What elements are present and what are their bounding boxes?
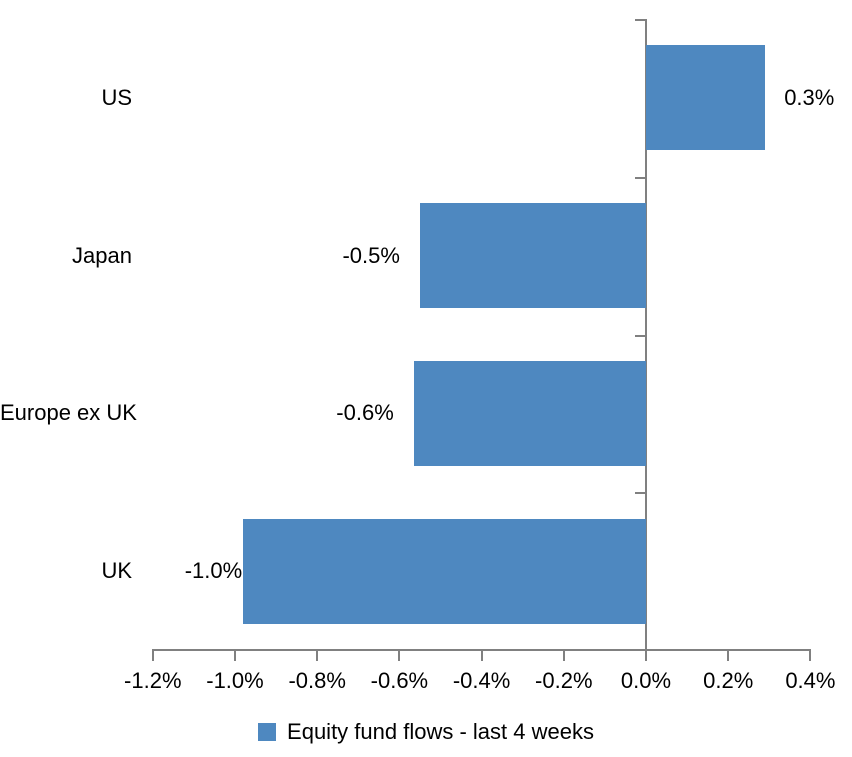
value-axis-tick [234, 649, 236, 661]
legend-label: Equity fund flows - last 4 weeks [287, 719, 594, 744]
data-label-europe-ex-uk: -0.6% [336, 400, 394, 426]
value-axis-tick [398, 649, 401, 661]
category-axis-tick [635, 334, 645, 337]
legend-marker-square [258, 723, 277, 741]
bar-japan [419, 203, 646, 309]
category-label-uk: UK [101, 558, 132, 584]
axis-tick-label: -1.0% [206, 668, 264, 693]
data-label-us: 0.3% [784, 84, 835, 110]
data-label-uk: -1.0% [184, 558, 243, 584]
bar-uk [243, 518, 646, 624]
category-axis-tick [635, 19, 645, 21]
category-axis-line [645, 19, 647, 652]
axis-tick-label: 0.0% [620, 668, 672, 693]
value-axis-tick [727, 649, 730, 661]
axis-tick-label: -0.6% [370, 668, 429, 693]
axis-tick-label: -0.4% [452, 668, 511, 693]
axis-tick-label: -0.8% [288, 668, 346, 693]
axis-tick-label: -0.2% [535, 668, 593, 693]
bar-europe-ex-uk [413, 360, 646, 466]
axis-tick-label: -1.2% [124, 668, 182, 693]
data-label-japan: -0.5% [342, 242, 400, 268]
value-axis-tick [316, 649, 319, 661]
legend: Equity fund flows - last 4 weeks [0, 716, 852, 748]
value-axis-tick [645, 649, 647, 661]
category-axis-tick [635, 176, 645, 179]
category-label-us: US [101, 84, 132, 110]
value-axis-tick [809, 649, 812, 661]
bar-us [646, 45, 766, 151]
value-axis-tick [480, 649, 483, 661]
axis-tick-label: 0.2% [703, 668, 754, 693]
category-axis-tick [635, 492, 645, 495]
value-axis-tick [151, 649, 154, 661]
axis-tick-label: 0.4% [785, 668, 836, 693]
value-axis-tick [562, 649, 565, 661]
category-label-japan: Japan [72, 242, 132, 268]
category-label-europe-ex-uk: Europe ex UK [0, 400, 137, 426]
